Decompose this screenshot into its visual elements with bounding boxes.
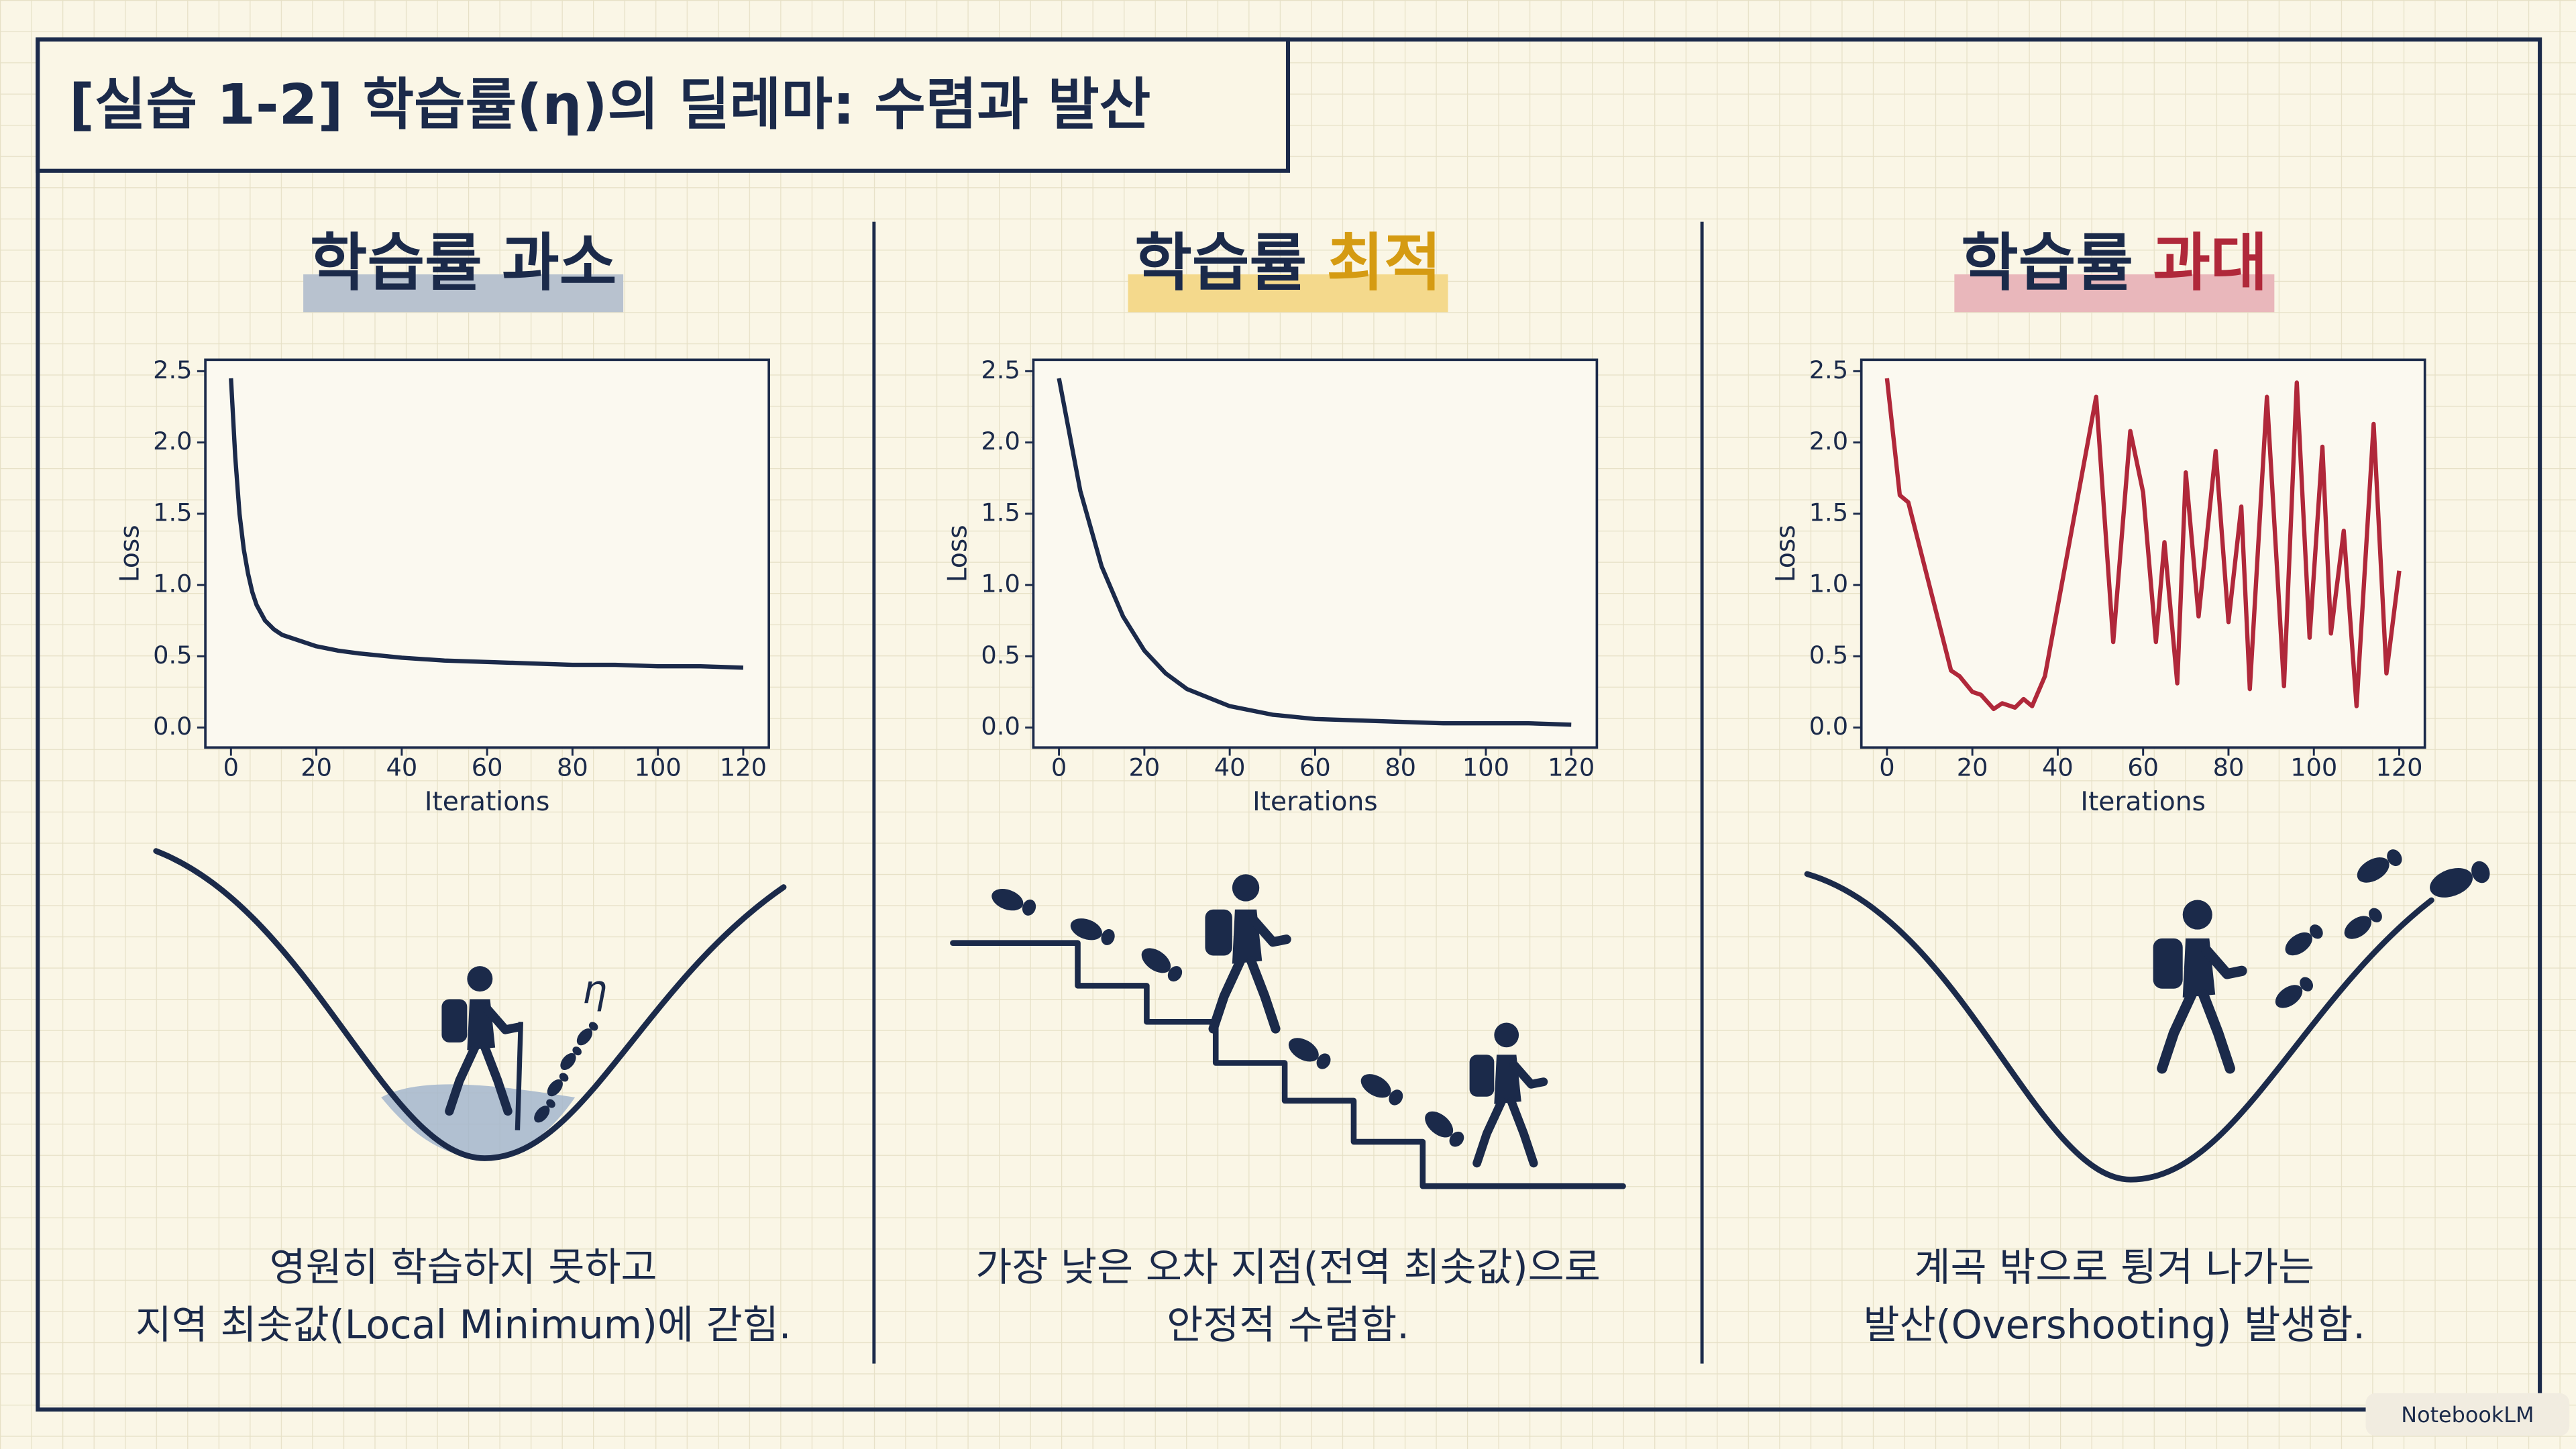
heading-highlight bbox=[1128, 274, 1448, 313]
heading-emphasis: 과소 bbox=[502, 227, 616, 300]
y-tick-label: 2.5 bbox=[1809, 356, 1848, 384]
y-axis-label: Loss bbox=[115, 525, 145, 582]
heading-highlight bbox=[1954, 274, 2275, 313]
loss-chart: 0.0 0.5 1.0 1.5 2.0 2.5 0 20 40 60 80 100 120 Iterati… bbox=[115, 356, 770, 817]
watermark: NotebookLM bbox=[2365, 1393, 2570, 1436]
x-tick-label: 120 bbox=[1548, 753, 1595, 782]
valley bbox=[1804, 871, 2434, 1183]
valley bbox=[153, 848, 787, 1161]
x-tick-label: 80 bbox=[557, 753, 588, 782]
y-tick-label: 1.0 bbox=[981, 570, 1020, 598]
x-axis-label: Iterations bbox=[2080, 787, 2206, 817]
y-tick-label: 1.0 bbox=[1809, 570, 1848, 598]
heading-highlight bbox=[303, 274, 624, 313]
y-tick-label: 0.5 bbox=[981, 641, 1020, 669]
heading-text: 학습률 bbox=[310, 227, 482, 300]
plot-area bbox=[1860, 358, 2426, 749]
loss-line bbox=[229, 378, 744, 670]
y-tick-label: 0.5 bbox=[153, 641, 192, 669]
x-tick-label: 20 bbox=[1957, 753, 1988, 782]
illustration-local-minimum: η bbox=[153, 848, 787, 1161]
y-tick-label: 2.0 bbox=[153, 427, 192, 455]
panel-caption: 계곡 밖으로 튕겨 나가는 bbox=[1914, 1244, 2314, 1290]
x-tick-label: 60 bbox=[472, 753, 503, 782]
x-tick-label: 40 bbox=[1214, 753, 1246, 782]
charts: 0.0 0.5 1.0 1.5 2.0 2.5 0 20 40 60 80 100 120 Iterati… bbox=[115, 356, 2426, 817]
x-axis-label: Iterations bbox=[425, 787, 550, 817]
panel-caption: 안정적 수렴함. bbox=[1167, 1301, 1409, 1348]
x-tick-label: 20 bbox=[1128, 753, 1160, 782]
x-axis-label: Iterations bbox=[1252, 787, 1378, 817]
slide-title: [실습 1-2] 학습률(η)의 딜레마: 수렴과 발산 bbox=[69, 72, 1150, 138]
x-tick-label: 60 bbox=[2127, 753, 2159, 782]
x-tick-label: 40 bbox=[2042, 753, 2074, 782]
y-tick-label: 0.5 bbox=[1809, 641, 1848, 669]
x-tick-label: 120 bbox=[720, 753, 767, 782]
plot-area bbox=[1032, 358, 1599, 749]
x-tick-label: 20 bbox=[301, 753, 332, 782]
panel-caption: 가장 낮은 오차 지점(전역 최솟값)으로 bbox=[975, 1244, 1601, 1290]
x-tick-label: 100 bbox=[1462, 753, 1509, 782]
watermark-text: NotebookLM bbox=[2401, 1402, 2534, 1428]
x-tick-label: 40 bbox=[386, 753, 417, 782]
panel-heading: 학습률 과소 bbox=[310, 227, 616, 300]
y-tick-label: 1.5 bbox=[1809, 498, 1848, 527]
x-tick-label: 0 bbox=[223, 753, 239, 782]
y-tick-label: 0.0 bbox=[153, 712, 192, 741]
x-tick-label: 80 bbox=[1385, 753, 1416, 782]
x-tick-label: 100 bbox=[635, 753, 682, 782]
loss-chart: 0.0 0.5 1.0 1.5 2.0 2.5 0 20 40 60 80 100 120 Iterati… bbox=[1771, 356, 2426, 817]
heading-emphasis: 최적 bbox=[1326, 227, 1441, 300]
heading-emphasis: 과대 bbox=[2153, 227, 2267, 300]
stairs bbox=[950, 940, 1626, 1189]
x-tick-label: 0 bbox=[1879, 753, 1894, 782]
y-tick-label: 1.5 bbox=[981, 498, 1020, 527]
watermark-box bbox=[2365, 1393, 2570, 1436]
loss-line bbox=[1057, 378, 1572, 727]
title-box bbox=[36, 37, 1291, 173]
y-axis-label: Loss bbox=[1771, 525, 1801, 582]
pole bbox=[515, 1022, 523, 1131]
heading-text: 학습률 bbox=[1134, 227, 1307, 300]
x-tick-label: 0 bbox=[1051, 753, 1067, 782]
panel-heading: 학습률 최적 bbox=[1134, 227, 1441, 300]
y-tick-label: 0.0 bbox=[1809, 712, 1848, 741]
y-tick-label: 2.0 bbox=[981, 427, 1020, 455]
panel-caption: 지역 최솟값(Local Minimum)에 갇힘. bbox=[136, 1301, 792, 1348]
y-tick-label: 1.0 bbox=[153, 570, 192, 598]
eta-symbol: η bbox=[582, 966, 607, 1012]
x-tick-label: 100 bbox=[2290, 753, 2337, 782]
y-tick-label: 1.5 bbox=[153, 498, 192, 527]
y-tick-label: 2.5 bbox=[981, 356, 1020, 384]
water bbox=[381, 1084, 576, 1159]
panel-heading: 학습률 과대 bbox=[1961, 227, 2267, 300]
plot-area bbox=[204, 358, 770, 749]
panel-caption: 발산(Overshooting) 발생함. bbox=[1864, 1301, 2366, 1348]
x-tick-label: 60 bbox=[1299, 753, 1331, 782]
y-tick-label: 2.0 bbox=[1809, 427, 1848, 455]
y-tick-label: 2.5 bbox=[153, 356, 192, 384]
heading-text: 학습률 bbox=[1961, 227, 2133, 300]
loss-chart: 0.0 0.5 1.0 1.5 2.0 2.5 0 20 40 60 80 100 120 Iterati… bbox=[943, 356, 1599, 817]
illustration-stairs bbox=[950, 874, 1626, 1189]
loss-line bbox=[1884, 378, 2402, 712]
panel-caption: 영원히 학습하지 못하고 bbox=[270, 1244, 657, 1290]
illustration-overshoot bbox=[1804, 845, 2494, 1183]
y-tick-label: 0.0 bbox=[981, 712, 1020, 741]
x-tick-label: 120 bbox=[2375, 753, 2422, 782]
x-tick-label: 80 bbox=[2213, 753, 2245, 782]
y-axis-label: Loss bbox=[943, 525, 973, 582]
